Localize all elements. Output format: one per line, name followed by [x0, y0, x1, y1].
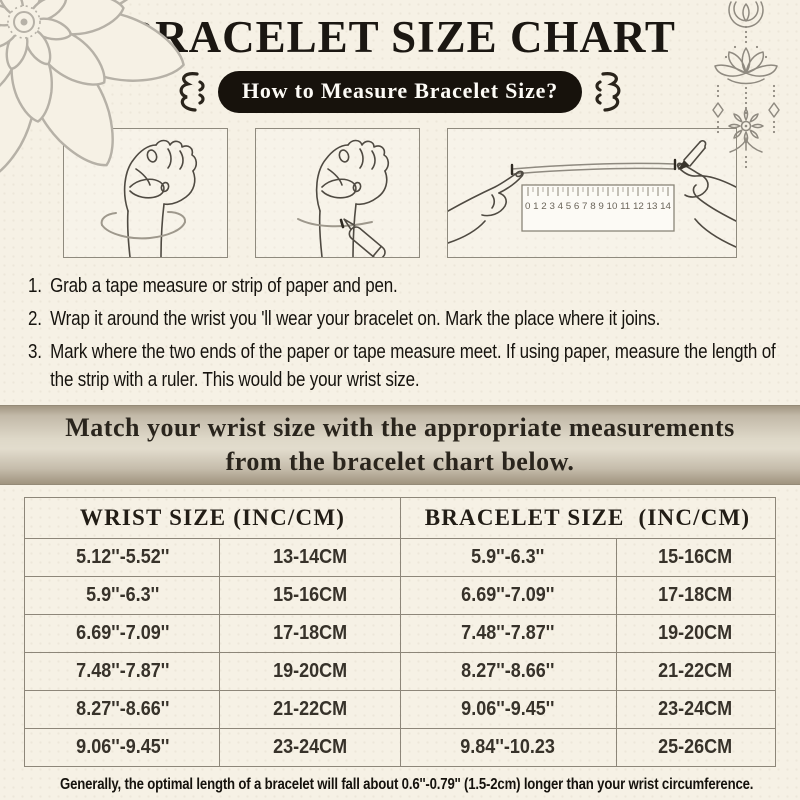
table-cell: 8.27''-8.66'' [399, 651, 617, 691]
table-row: 9.06''-9.45'' 23-24CM 9.84''-10.23 25-26… [24, 727, 776, 767]
table-cell: 9.84''-10.23 [399, 727, 617, 767]
instruction-step-1: 1. Grab a tape measure or strip of paper… [28, 272, 793, 300]
table-cell: 9.06''-9.45'' [399, 689, 617, 729]
step-number: 3. [28, 340, 42, 363]
badge-row: How to Measure Bracelet Size? [0, 69, 800, 115]
illustration-wrap-tape [63, 127, 228, 258]
illustration-row: 0 1 2 3 4 5 6 7 8 9 10 11 12 13 14 [0, 127, 800, 258]
step-number: 2. [28, 307, 42, 330]
table-cell: 25-26CM [615, 727, 776, 767]
table-cell: 8.27''-8.66'' [24, 689, 221, 729]
ruler-numbers: 0 1 2 3 4 5 6 7 8 9 10 11 12 13 14 [525, 201, 671, 212]
step-number: 1. [28, 274, 42, 297]
table-cell: 5.12''-5.52'' [24, 537, 221, 577]
table-cell: 9.06''-9.45'' [24, 727, 221, 767]
hand-with-tape-illustration [100, 139, 198, 257]
size-table: WRIST SIZE (INC/CM) BRACELET SIZE (INC/C… [24, 496, 776, 767]
table-cell: 5.9''-6.3'' [399, 537, 617, 577]
table-cell: 17-18CM [219, 613, 401, 653]
table-cell: 15-16CM [615, 537, 776, 577]
table-row: 5.9''-6.3'' 15-16CM 6.69''-7.09'' 17-18C… [24, 575, 776, 615]
bracelet-size-header: BRACELET SIZE (INC/CM) [399, 496, 776, 539]
table-cell: 23-24CM [615, 689, 776, 729]
instruction-step-3: 3. Mark where the two ends of the paper … [28, 338, 793, 394]
step-text: Grab a tape measure or strip of paper an… [50, 274, 398, 297]
table-cell: 5.9''-6.3'' [24, 575, 221, 615]
page-title: BRACELET SIZE CHART [124, 12, 676, 62]
table-row: 7.48''-7.87'' 19-20CM 8.27''-8.66'' 21-2… [24, 651, 776, 691]
illustration-ruler-measure: 0 1 2 3 4 5 6 7 8 9 10 11 12 13 14 [447, 127, 737, 258]
table-cell: 6.69''-7.09'' [399, 575, 617, 615]
table-cell: 19-20CM [219, 651, 401, 691]
table-cell: 21-22CM [219, 689, 401, 729]
table-cell: 7.48''-7.87'' [24, 651, 221, 691]
how-to-measure-badge: How to Measure Bracelet Size? [217, 70, 583, 113]
instructions-list: 1. Grab a tape measure or strip of paper… [28, 272, 800, 394]
table-row: 8.27''-8.66'' 21-22CM 9.06''-9.45'' 23-2… [24, 689, 776, 729]
table-row: 6.69''-7.09'' 17-18CM 7.48''-7.87'' 19-2… [24, 613, 776, 653]
table-cell: 19-20CM [615, 613, 776, 653]
hands-with-ruler-illustration: 0 1 2 3 4 5 6 7 8 9 10 11 12 13 14 [448, 139, 736, 248]
table-header-row: WRIST SIZE (INC/CM) BRACELET SIZE (INC/C… [24, 496, 776, 539]
table-row: 5.12''-5.52'' 13-14CM 5.9''-6.3'' 15-16C… [24, 537, 776, 577]
banner-line-2: from the bracelet chart below. [225, 446, 575, 476]
table-cell: 17-18CM [615, 575, 776, 615]
squiggle-ornament-left [179, 71, 205, 112]
banner-line-1: Match your wrist size with the appropria… [65, 412, 735, 442]
table-cell: 23-24CM [219, 727, 401, 767]
wrist-size-header: WRIST SIZE (INC/CM) [24, 496, 401, 539]
step-text: Mark where the two ends of the paper or … [50, 340, 776, 391]
squiggle-ornament-right [595, 71, 621, 112]
table-cell: 13-14CM [219, 537, 401, 577]
table-cell: 21-22CM [615, 651, 776, 691]
hand-with-pen-illustration [297, 139, 390, 257]
table-cell: 6.69''-7.09'' [24, 613, 221, 653]
footnote: Generally, the optimal length of a brace… [60, 775, 754, 793]
table-cell: 15-16CM [219, 575, 401, 615]
match-banner: Match your wrist size with the appropria… [0, 404, 800, 485]
table-cell: 7.48''-7.87'' [399, 613, 617, 653]
illustration-mark-pen [255, 127, 420, 258]
step-text: Wrap it around the wrist you 'll wear yo… [50, 307, 661, 330]
instruction-step-2: 2. Wrap it around the wrist you 'll wear… [28, 305, 793, 333]
